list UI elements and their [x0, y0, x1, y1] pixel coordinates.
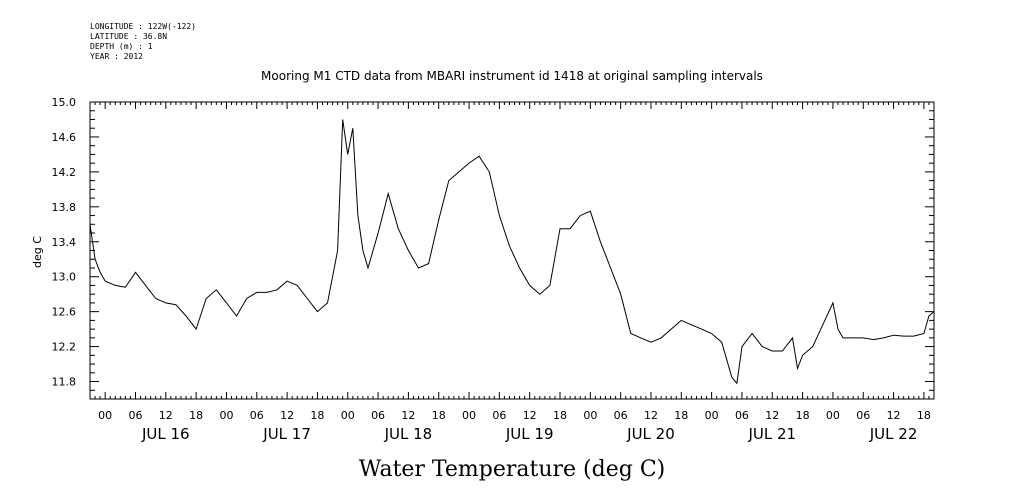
x-tick-label: 06 — [614, 409, 628, 422]
x-tick-label: 06 — [492, 409, 506, 422]
x-tick-label: 12 — [523, 409, 537, 422]
day-label: JUL 17 — [262, 425, 311, 443]
x-tick-label: 00 — [583, 409, 597, 422]
x-tick-label: 00 — [98, 409, 112, 422]
chart-title: Mooring M1 CTD data from MBARI instrumen… — [261, 69, 763, 83]
latitude-text: LATITUDE : 36.8N — [90, 32, 168, 41]
x-tick-label: 00 — [341, 409, 355, 422]
x-tick-label: 06 — [735, 409, 749, 422]
x-tick-label: 18 — [553, 409, 567, 422]
x-tick-label: 12 — [887, 409, 901, 422]
day-label: JUL 20 — [626, 425, 675, 443]
x-tick-label: 00 — [462, 409, 476, 422]
x-tick-label: 18 — [432, 409, 446, 422]
y-tick-label: 13.0 — [52, 271, 77, 284]
year-text: YEAR : 2012 — [90, 52, 143, 61]
x-tick-label: 18 — [917, 409, 931, 422]
x-tick-label: 18 — [674, 409, 688, 422]
day-label: JUL 21 — [747, 425, 796, 443]
station-info: LONGITUDE : 122W(-122) LATITUDE : 36.8N DE… — [90, 22, 196, 62]
temperature-line — [89, 119, 935, 385]
day-label: JUL 18 — [384, 425, 433, 443]
x-tick-label: 06 — [250, 409, 264, 422]
x-tick-label: 06 — [856, 409, 870, 422]
x-tick-label: 00 — [705, 409, 719, 422]
y-tick-label: 14.2 — [52, 166, 77, 179]
x-tick-label: 06 — [128, 409, 142, 422]
longitude-text: LONGITUDE : 122W(-122) — [90, 22, 196, 31]
axis-ticks — [89, 101, 935, 400]
y-tick-label: 11.8 — [52, 376, 77, 389]
x-tick-label: 12 — [644, 409, 658, 422]
day-labels: JUL 16 JUL 17 JUL 18 JUL 19 JUL 20 JUL 21 JUL … — [141, 425, 917, 443]
y-axis-label: deg C — [31, 236, 44, 268]
depth-text: DEPTH (m) : 1 — [90, 42, 153, 51]
x-tick-label: 12 — [765, 409, 779, 422]
x-tick-label: 12 — [280, 409, 294, 422]
day-label: JUL 19 — [505, 425, 554, 443]
y-tick-label: 13.8 — [52, 201, 77, 214]
x-tick-label: 00 — [826, 409, 840, 422]
x-tick-labels: 00 06 12 18 00 06 12 18 00 06 12 18 00 06 12 18 00 06 12 18… — [98, 409, 931, 422]
y-tick-label: 14.6 — [52, 131, 77, 144]
y-tick-label: 13.4 — [52, 236, 77, 249]
x-tick-label: 18 — [310, 409, 324, 422]
x-tick-label: 12 — [159, 409, 173, 422]
x-tick-label: 18 — [796, 409, 810, 422]
x-tick-label: 12 — [401, 409, 415, 422]
x-tick-label: 18 — [189, 409, 203, 422]
x-tick-label: 00 — [219, 409, 233, 422]
day-label: JUL 16 — [141, 425, 190, 443]
y-tick-label: 12.6 — [52, 306, 77, 319]
day-label: JUL 22 — [869, 425, 918, 443]
y-tick-label: 15.0 — [52, 96, 77, 109]
x-axis-label: Water Temperature (deg C) — [359, 457, 666, 482]
y-tick-label: 12.2 — [52, 341, 77, 354]
x-tick-label: 06 — [371, 409, 385, 422]
y-tick-labels: 15.0 14.6 14.2 13.8 13.4 13.0 12.6 12.2 11.8 — [52, 96, 77, 389]
